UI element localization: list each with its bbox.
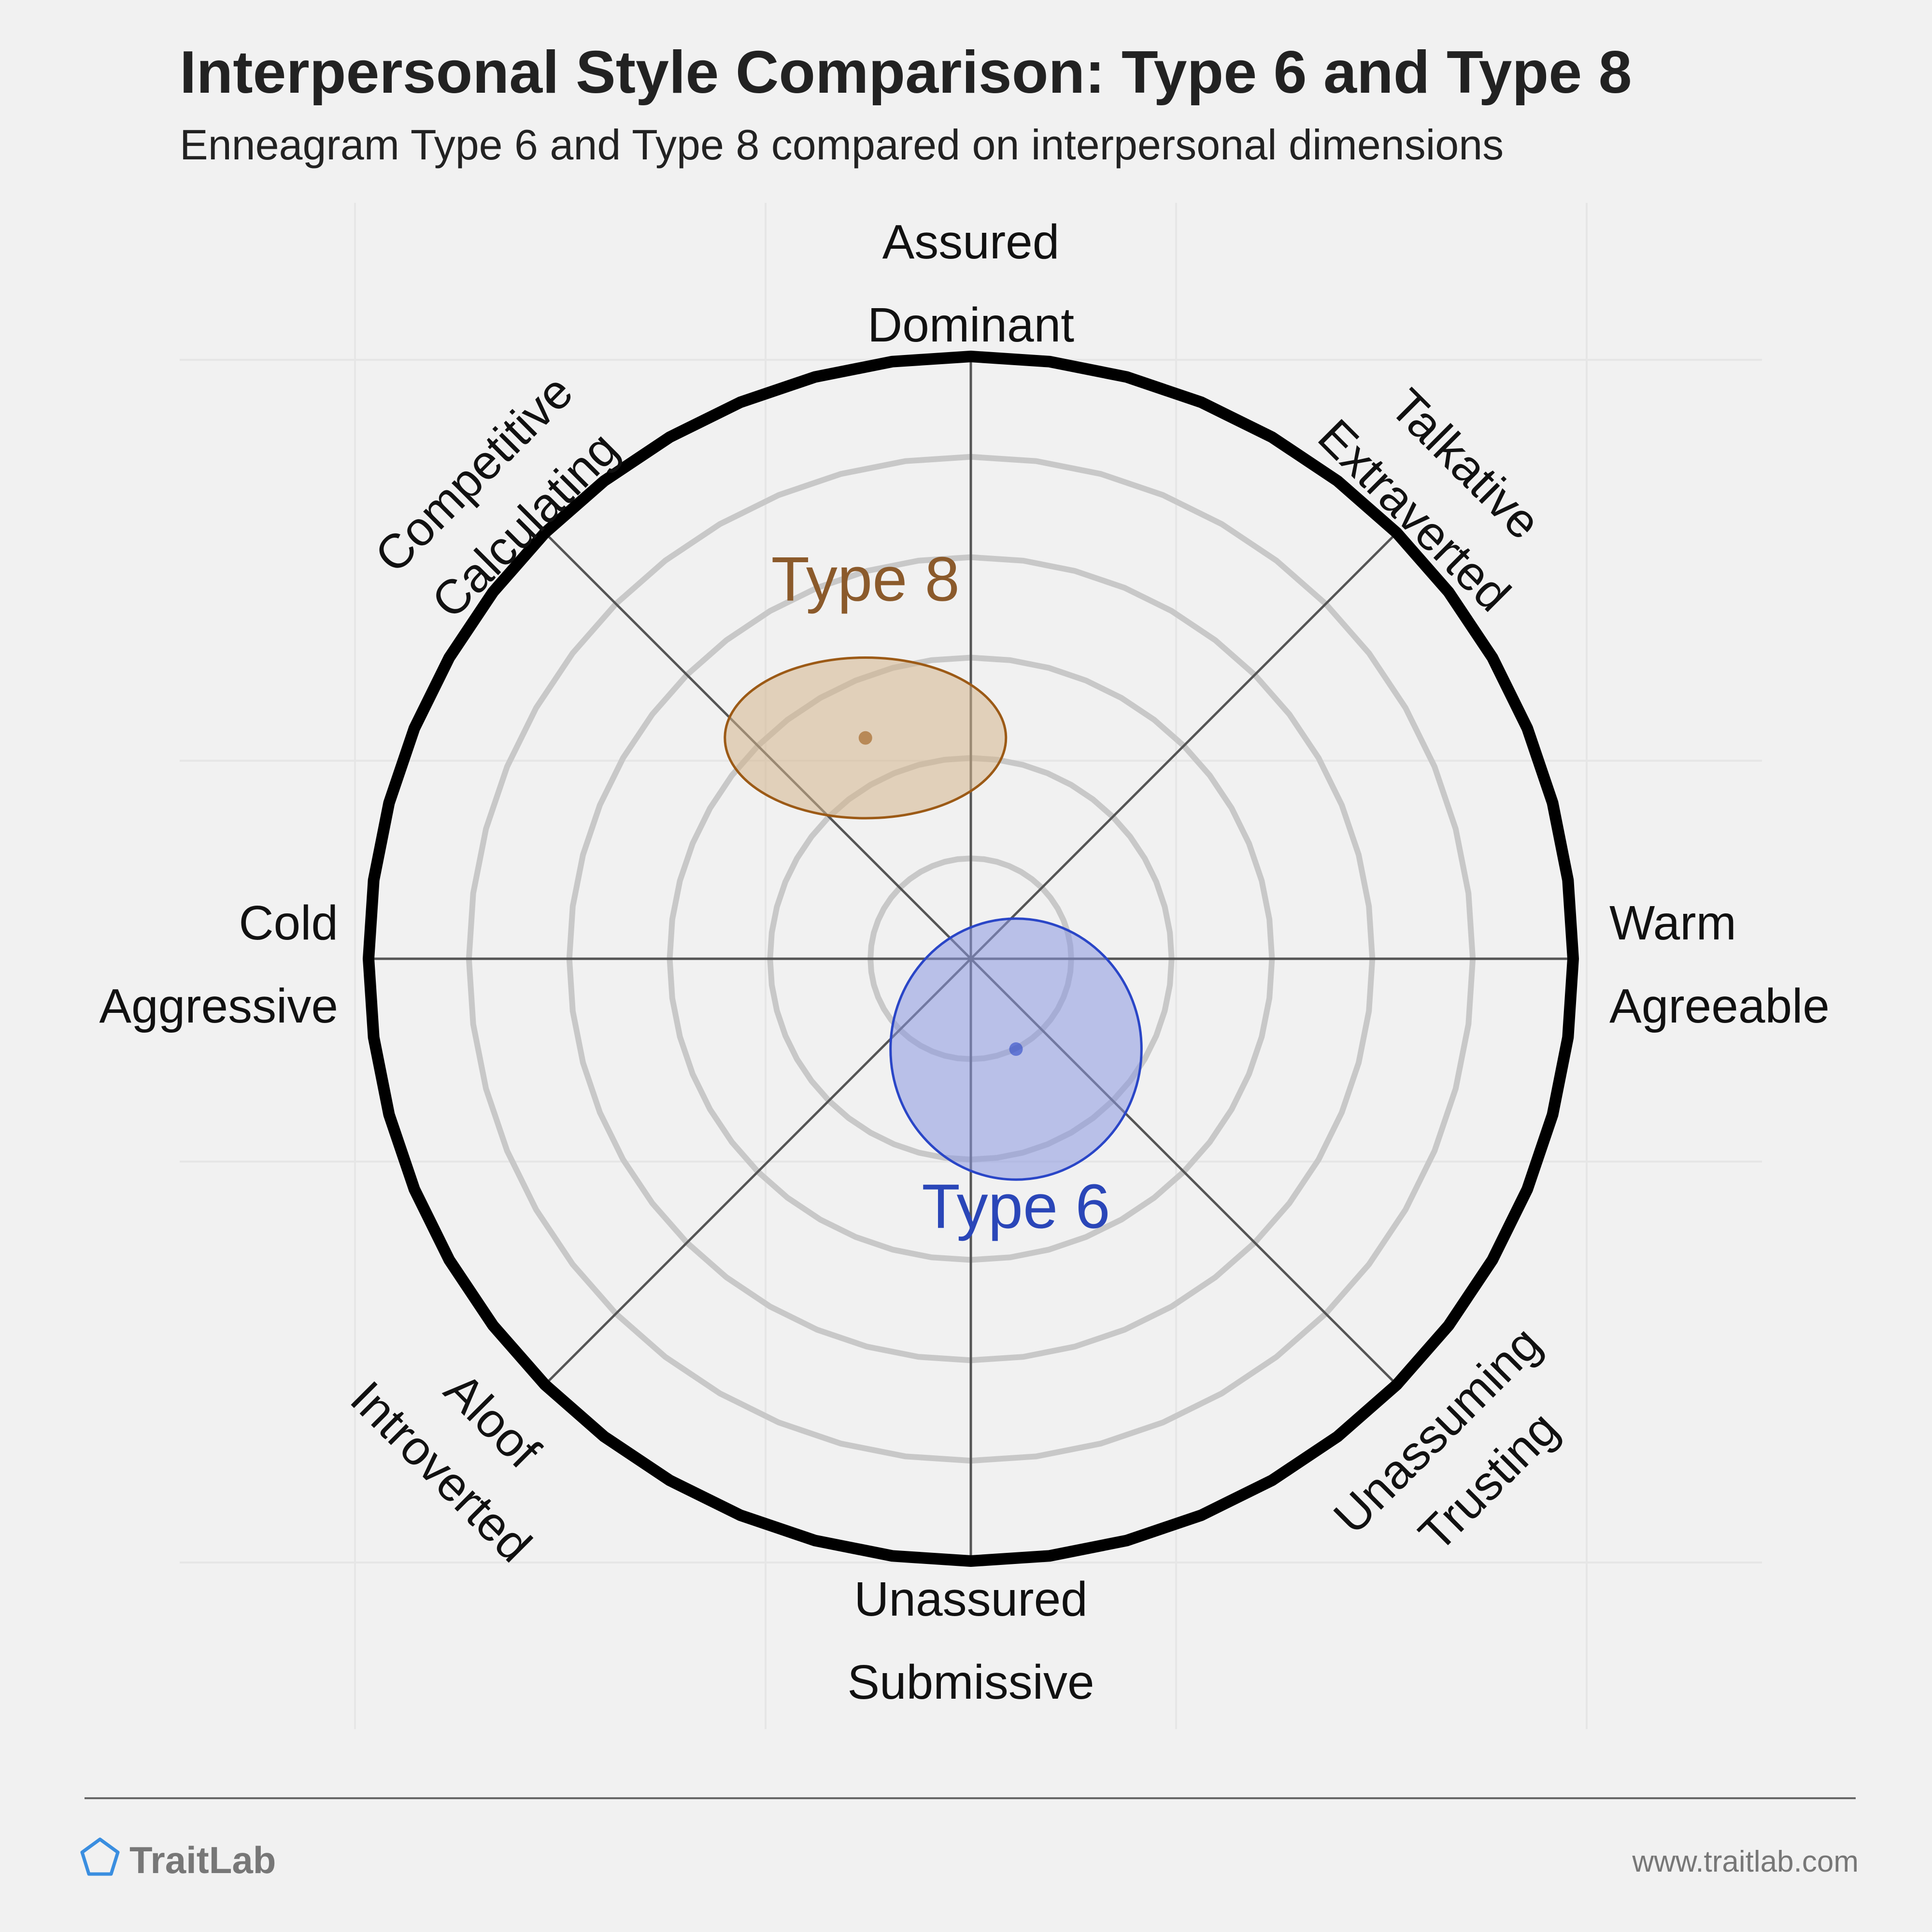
label-cold-aggressive: Cold Aggressive [99, 896, 338, 1033]
label-unassured-submissive-line-2: Submissive [847, 1655, 1094, 1709]
label-warm-agreeable-line-2: Agreeable [1609, 979, 1830, 1033]
traitlab-logo-icon [80, 1837, 120, 1876]
label-competitive-calculating: CompetitiveCalculating [365, 365, 635, 635]
label-cold-aggressive-line-2: Aggressive [99, 979, 338, 1033]
type-8-center-point [858, 731, 872, 745]
series-layer: Type 8 Type 6 [724, 544, 1143, 1241]
outer-boundary-ring [363, 351, 1579, 1567]
label-unassuming-trusting: UnassumingTrusting [1323, 1316, 1603, 1595]
footer-url: www.traitlab.com [1632, 1845, 1859, 1878]
label-warm-agreeable: Warm Agreeable [1609, 896, 1830, 1033]
label-cold-aggressive-line-1: Cold [239, 896, 338, 950]
type-6-center-point [1009, 1042, 1023, 1056]
footer-brand: TraitLab [129, 1839, 276, 1881]
label-unassured-submissive: Unassured Submissive [847, 1572, 1094, 1709]
label-assured-dominant-line-2: Dominant [867, 298, 1074, 352]
label-assured-dominant-line-1: Assured [882, 215, 1060, 269]
label-aloof-introverted: AloofIntroverted [340, 1320, 593, 1572]
type-6-label: Type 6 [922, 1171, 1110, 1241]
label-unassured-submissive-line-1: Unassured [854, 1572, 1088, 1626]
outer-ring [363, 351, 1579, 1567]
label-warm-agreeable-line-1: Warm [1609, 896, 1736, 950]
chart-subtitle: Enneagram Type 6 and Type 8 compared on … [180, 121, 1504, 169]
chart-title: Interpersonal Style Comparison: Type 6 a… [180, 39, 1632, 106]
label-assured-dominant: Assured Dominant [867, 215, 1074, 352]
type-8-label: Type 8 [771, 544, 960, 614]
